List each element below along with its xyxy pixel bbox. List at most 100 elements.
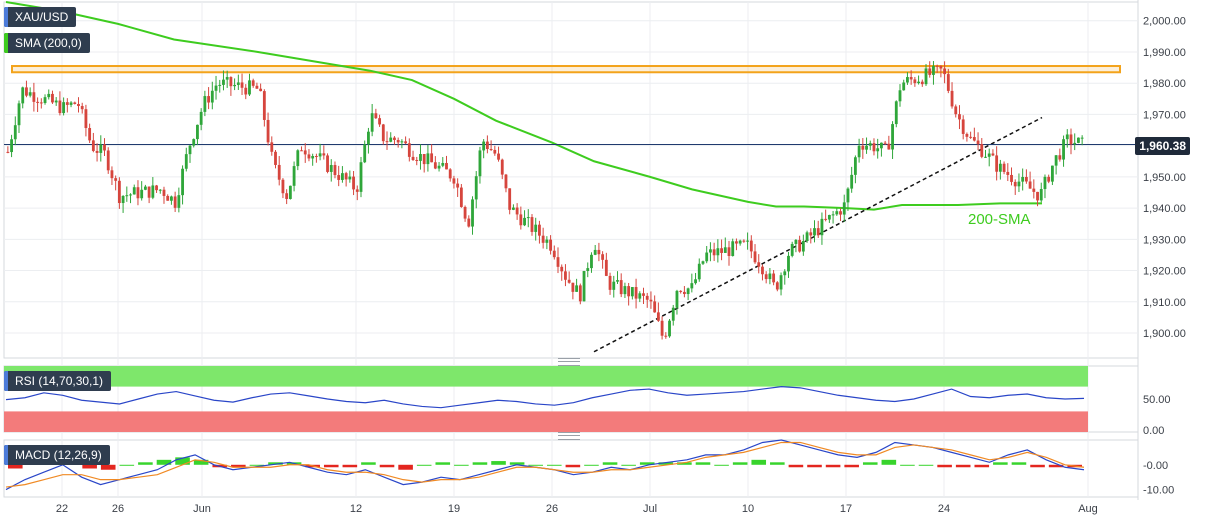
candle-body bbox=[857, 145, 861, 158]
candle-body bbox=[1021, 176, 1025, 182]
candle-body bbox=[184, 154, 188, 169]
price-tick-label: 2,000.00 bbox=[1143, 16, 1186, 28]
macd-histogram-bar bbox=[732, 462, 748, 465]
candle-body bbox=[813, 228, 816, 236]
candle-body bbox=[13, 125, 17, 140]
candle-body bbox=[835, 211, 839, 215]
candle-body bbox=[668, 320, 671, 337]
candle-body bbox=[564, 271, 567, 280]
candle-body bbox=[6, 151, 10, 153]
candle-body bbox=[25, 87, 28, 96]
candle-body bbox=[140, 189, 144, 199]
candle-body bbox=[374, 113, 378, 119]
candle-body bbox=[199, 111, 203, 125]
candle-body bbox=[485, 141, 489, 150]
instrument-tag[interactable]: XAU/USD bbox=[4, 7, 77, 27]
candle-body bbox=[578, 285, 582, 302]
x-tick-label: 19 bbox=[448, 503, 460, 515]
candle-body bbox=[396, 139, 400, 143]
candle-body bbox=[887, 143, 891, 150]
candle-body bbox=[794, 239, 798, 244]
macd-histogram-bar bbox=[491, 461, 506, 465]
candle-body bbox=[236, 82, 240, 85]
rsi-indicator-tag[interactable]: RSI (14,70,30,1) bbox=[4, 371, 112, 391]
candle-body bbox=[370, 113, 374, 132]
candle-body bbox=[913, 79, 917, 84]
macd-histogram-bar bbox=[1011, 462, 1027, 465]
candle-body bbox=[28, 92, 32, 96]
candle-body bbox=[478, 150, 482, 177]
candle-body bbox=[634, 287, 638, 299]
candle-body bbox=[943, 68, 947, 75]
price-tick-label: 1,970.00 bbox=[1143, 109, 1186, 121]
candle-body bbox=[638, 293, 642, 299]
candle-body bbox=[995, 155, 999, 172]
candle-body bbox=[876, 148, 880, 152]
candle-body bbox=[21, 87, 25, 104]
candle-body bbox=[426, 153, 430, 165]
candle-body bbox=[1039, 189, 1043, 201]
macd-histogram-bar bbox=[379, 464, 395, 468]
candle-body bbox=[604, 259, 608, 276]
candle-body bbox=[865, 145, 868, 150]
candle-body bbox=[274, 151, 277, 165]
candle-body bbox=[281, 179, 285, 194]
candle-body bbox=[924, 68, 928, 85]
macd-histogram-bar bbox=[565, 464, 581, 468]
candle-body bbox=[1065, 134, 1069, 140]
macd-histogram-bar bbox=[268, 462, 283, 465]
candle-body bbox=[950, 90, 954, 107]
macd-histogram-bar bbox=[918, 464, 934, 466]
candle-body bbox=[170, 196, 173, 201]
candle-body bbox=[645, 295, 649, 300]
candle-body bbox=[772, 273, 776, 283]
candle-body bbox=[630, 287, 634, 297]
candle-body bbox=[820, 218, 824, 236]
candle-body bbox=[935, 65, 939, 67]
candle-body bbox=[571, 282, 575, 292]
macd-histogram-bar bbox=[937, 464, 952, 468]
candle-body bbox=[798, 239, 802, 252]
macd-histogram-bar bbox=[231, 464, 246, 468]
candle-body bbox=[809, 232, 813, 236]
candle-body bbox=[749, 240, 753, 252]
candle-body bbox=[106, 150, 110, 171]
macd-histogram-bar bbox=[844, 464, 859, 468]
candle-body bbox=[705, 252, 709, 262]
macd-tick-label: -10.00 bbox=[1143, 485, 1174, 497]
macd-pane-resize-handle[interactable] bbox=[558, 432, 580, 440]
candle-body bbox=[567, 279, 571, 283]
candle-body bbox=[582, 271, 586, 302]
rsi-tick-label: 0.00 bbox=[1143, 425, 1164, 437]
sma-indicator-label: SMA (200,0) bbox=[15, 36, 82, 50]
candle-body bbox=[816, 228, 820, 236]
candle-body bbox=[493, 149, 497, 154]
candle-body bbox=[560, 266, 564, 272]
sma-indicator-tag[interactable]: SMA (200,0) bbox=[4, 33, 90, 53]
candle-body bbox=[497, 153, 500, 160]
candle-body bbox=[679, 290, 683, 292]
candle-body bbox=[296, 150, 300, 167]
candle-body bbox=[883, 142, 887, 144]
x-tick-label: 12 bbox=[350, 503, 362, 515]
macd-indicator-tag[interactable]: MACD (12,26,9) bbox=[4, 445, 110, 465]
macd-histogram-bar bbox=[714, 464, 729, 466]
candle-body bbox=[920, 81, 924, 85]
candle-body bbox=[143, 186, 147, 190]
candle-body bbox=[73, 102, 77, 104]
rsi-pane-resize-handle[interactable] bbox=[558, 358, 580, 366]
candle-body bbox=[367, 131, 370, 145]
candle-body bbox=[723, 247, 727, 253]
last-price-badge: 1,960.38 bbox=[1135, 137, 1190, 155]
candle-body bbox=[363, 144, 367, 163]
candle-body bbox=[735, 241, 738, 244]
candle-body bbox=[1073, 142, 1077, 145]
candle-body bbox=[686, 288, 690, 295]
candle-body bbox=[954, 106, 958, 115]
candle-body bbox=[192, 139, 196, 146]
candle-body bbox=[225, 77, 229, 80]
sma-annotation: 200-SMA bbox=[968, 211, 1031, 228]
candle-body bbox=[720, 248, 723, 253]
candle-body bbox=[1058, 155, 1062, 160]
